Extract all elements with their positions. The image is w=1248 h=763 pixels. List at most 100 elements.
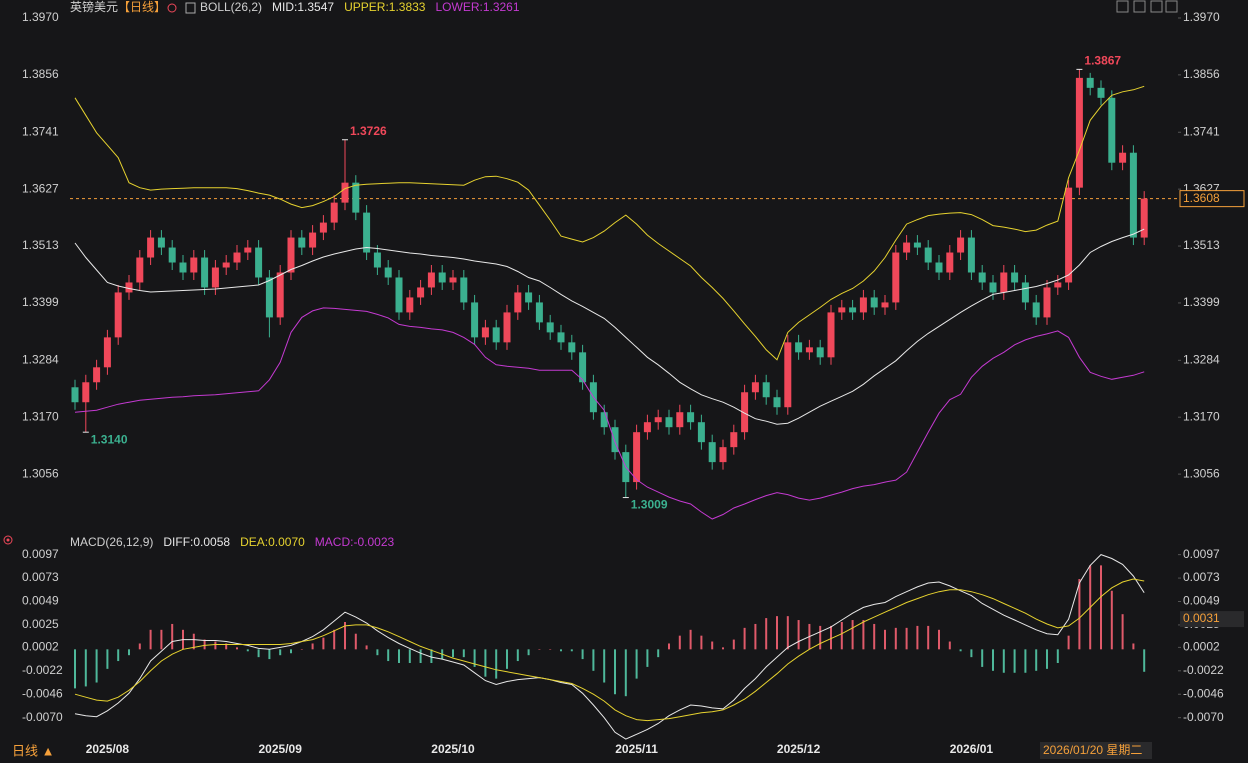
macd-bar xyxy=(722,647,724,650)
y-tick-label: 1.3170 xyxy=(1183,409,1220,423)
macd-bar xyxy=(786,616,789,650)
candle-body xyxy=(438,272,446,283)
chart-title: 英镑美元 xyxy=(70,0,118,14)
candle-body xyxy=(71,387,79,403)
candle-body xyxy=(946,252,954,273)
macd-bar xyxy=(614,649,616,695)
macd-bar xyxy=(290,649,292,654)
candle-body xyxy=(687,412,695,423)
macd-bar xyxy=(873,623,876,650)
extreme-label: 1.3726 xyxy=(350,124,387,138)
macd-bar xyxy=(311,643,314,650)
macd-bar xyxy=(1056,649,1059,663)
candle-body xyxy=(1108,97,1116,163)
y-tick-label: 0.0049 xyxy=(1183,594,1220,608)
macd-bar xyxy=(354,633,357,650)
macd-bar xyxy=(257,649,260,658)
indicator-line xyxy=(74,578,1145,722)
period-label[interactable]: 【日线】 xyxy=(118,0,166,14)
macd-bar xyxy=(387,649,390,662)
macd-bar xyxy=(603,649,606,683)
candle-body xyxy=(654,417,662,423)
macd-bar xyxy=(884,629,886,650)
macd-bar xyxy=(1046,649,1048,669)
macd-bar xyxy=(1143,649,1146,672)
y-tick-label: 1.3284 xyxy=(22,352,59,366)
macd-bar xyxy=(549,649,552,650)
macd-bar xyxy=(1035,649,1038,671)
y-tick-label: 0.0002 xyxy=(22,640,59,654)
y-tick-label: 0.0002 xyxy=(1183,640,1220,654)
y-tick-label: -0.0022 xyxy=(22,663,63,677)
indicator-icon[interactable] xyxy=(185,2,196,14)
candle-body xyxy=(460,277,468,303)
candle-body xyxy=(352,182,360,213)
candle-body xyxy=(341,182,349,203)
macd-bar xyxy=(495,649,498,679)
indicator-line xyxy=(74,554,1145,740)
macd-bar xyxy=(1121,614,1124,650)
candle-body xyxy=(384,267,392,278)
candle-body xyxy=(535,302,543,323)
candle-body xyxy=(579,352,587,383)
macd-icon[interactable] xyxy=(3,535,13,545)
candle-body xyxy=(600,412,608,428)
button[interactable] xyxy=(1165,0,1178,13)
candle-body xyxy=(935,262,943,273)
candle-body xyxy=(1021,282,1029,303)
y-tick-label: 1.3513 xyxy=(1183,238,1220,252)
button[interactable] xyxy=(1150,0,1163,13)
macd-bar xyxy=(430,649,433,663)
candle-body xyxy=(190,257,198,273)
y-tick-label: 1.3399 xyxy=(22,295,59,309)
candle-body xyxy=(967,237,975,273)
candle-body xyxy=(557,332,565,343)
candle-body xyxy=(849,307,857,313)
macd-bar xyxy=(84,649,87,687)
macd-bar xyxy=(225,643,228,650)
macd-bar xyxy=(527,649,530,656)
candle-body xyxy=(147,237,155,258)
y-tick-label: -0.0046 xyxy=(1183,686,1224,700)
candle-body xyxy=(114,292,122,338)
macd-bar xyxy=(333,629,336,650)
macd-bar xyxy=(1110,590,1113,650)
macd-bar xyxy=(894,627,897,650)
candle-body xyxy=(287,237,295,273)
macd-bar xyxy=(711,641,714,650)
macd-bar xyxy=(776,616,778,650)
indicator-line xyxy=(74,307,1145,520)
macd-bar xyxy=(1024,649,1027,673)
y-tick-label: 1.3741 xyxy=(1183,124,1220,138)
candle-body xyxy=(525,292,533,303)
y-tick-label: 1.3513 xyxy=(22,238,59,252)
y-tick-label: 1.3056 xyxy=(22,466,59,480)
macd-bar xyxy=(927,625,930,650)
candle-body xyxy=(546,322,554,333)
candle-body xyxy=(741,392,749,433)
button[interactable] xyxy=(1133,0,1146,13)
add-icon[interactable] xyxy=(167,3,177,13)
candle-body xyxy=(211,267,219,288)
cursor-value-label: 0.0031 xyxy=(1183,611,1220,625)
candle-body xyxy=(373,252,381,268)
button[interactable] xyxy=(1116,0,1129,13)
candle-body xyxy=(719,447,727,463)
last-price-box xyxy=(1179,190,1245,208)
y-tick-label: 1.3284 xyxy=(1183,352,1220,366)
macd-bar xyxy=(171,623,174,650)
y-tick-label: -0.0070 xyxy=(22,710,63,724)
macd-bar xyxy=(106,649,109,669)
macd-bar xyxy=(948,641,951,650)
macd-bar xyxy=(981,649,984,667)
macd-bar xyxy=(862,620,865,650)
candle-body xyxy=(568,342,576,353)
candle-body xyxy=(773,397,781,408)
period-button[interactable]: 日线 ▲ xyxy=(12,743,54,758)
y-tick-label: 1.3056 xyxy=(1183,466,1220,480)
macd-bar xyxy=(1067,635,1070,650)
y-tick-label: 0.0049 xyxy=(22,594,59,608)
candle-body xyxy=(1097,87,1105,98)
